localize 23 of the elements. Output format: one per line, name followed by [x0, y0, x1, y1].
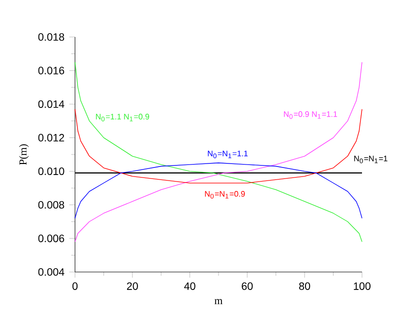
annotation: N$_{0}$=1.1 N$_{1}$=0.9	[96, 114, 150, 122]
x-axis-title: m	[214, 299, 222, 304]
y-tick-label: 0.010	[38, 168, 64, 176]
y-tick-label: 0.008	[38, 201, 64, 209]
y-tick-label: 0.014	[38, 100, 64, 108]
x-tick-label: 80	[299, 282, 310, 290]
y-tick-label: 0.004	[38, 268, 64, 276]
x-tick-label: 0	[72, 282, 78, 290]
line-series	[74, 62, 362, 242]
x-tick-label: 60	[242, 282, 253, 290]
y-tick-label: 0.018	[38, 33, 64, 41]
y-tick-label: 0.012	[38, 134, 64, 142]
y-tick-label: 0.016	[38, 66, 64, 74]
x-tick-label: 40	[184, 282, 196, 290]
annotation: N$_{0}$=N$_{1}$=1	[354, 156, 388, 164]
y-axis-title: P(m)	[19, 144, 29, 165]
x-tick-label: 20	[127, 282, 138, 290]
annotation: N$_{0}$=N$_{1}$=1.1	[208, 150, 248, 158]
x-tick-label: 100	[354, 282, 370, 290]
line-series	[74, 162, 362, 219]
annotation: N$_{0}$=0.9 N$_{1}$=1.1	[284, 111, 338, 119]
y-tick-label: 0.006	[38, 234, 64, 242]
annotation: N$_{0}$=N$_{1}$=0.9	[205, 191, 245, 199]
